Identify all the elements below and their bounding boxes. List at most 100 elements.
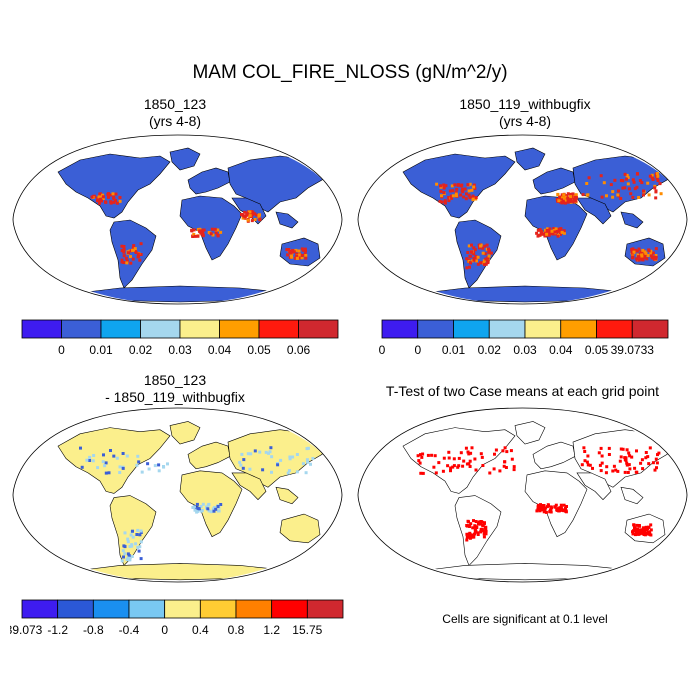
grid-cell bbox=[96, 199, 99, 203]
land-se-asia bbox=[275, 211, 299, 229]
grid-cell bbox=[653, 186, 657, 190]
grid-cell bbox=[421, 452, 425, 456]
grid-cell bbox=[564, 509, 568, 513]
grid-cell bbox=[655, 177, 659, 180]
grid-cell bbox=[566, 199, 570, 203]
grid-cell bbox=[166, 462, 169, 466]
grid-cell bbox=[442, 191, 446, 195]
grid-cell bbox=[444, 184, 448, 188]
grid-cell bbox=[646, 254, 650, 257]
grid-cell bbox=[216, 233, 220, 237]
grid-cell bbox=[474, 196, 478, 200]
grid-cell bbox=[240, 213, 243, 216]
grid-cell bbox=[553, 505, 557, 509]
grid-cell bbox=[295, 470, 299, 474]
grid-cell bbox=[134, 542, 138, 546]
grid-cell bbox=[655, 461, 659, 465]
grid-cell bbox=[649, 254, 653, 258]
grid-cells bbox=[90, 192, 308, 265]
grid-cell bbox=[557, 229, 561, 233]
grid-cell bbox=[287, 248, 291, 251]
grid-cell bbox=[488, 471, 492, 475]
grid-cell bbox=[103, 464, 107, 468]
grid-cell bbox=[305, 458, 309, 462]
grid-cell bbox=[642, 528, 646, 532]
grid-cell bbox=[124, 256, 128, 260]
colorbar-3-label: 0.8 bbox=[228, 623, 245, 637]
grid-cell bbox=[199, 509, 203, 513]
grid-cell bbox=[417, 459, 421, 463]
grid-cell bbox=[476, 262, 480, 266]
grid-cell bbox=[581, 193, 585, 197]
grid-cells bbox=[435, 172, 663, 270]
grid-cell bbox=[127, 556, 131, 560]
grid-cell bbox=[207, 231, 211, 234]
grid-cell bbox=[539, 230, 543, 234]
grid-cell bbox=[136, 252, 140, 256]
grid-cell bbox=[100, 199, 103, 203]
grid-cell bbox=[512, 465, 516, 469]
grid-cell bbox=[459, 451, 463, 455]
grid-cell bbox=[416, 454, 420, 458]
grid-cell bbox=[253, 212, 257, 216]
grid-cell bbox=[599, 174, 603, 178]
grid-cell bbox=[447, 450, 451, 454]
colorbar-1-box bbox=[258, 319, 299, 339]
grid-cell bbox=[544, 510, 548, 514]
grid-cell bbox=[468, 182, 472, 186]
grid-cell bbox=[309, 462, 312, 466]
grid-cell bbox=[438, 199, 442, 203]
grid-cell bbox=[128, 558, 132, 562]
grid-cell bbox=[591, 466, 594, 470]
grid-cell bbox=[136, 528, 140, 532]
grid-cell bbox=[543, 228, 547, 232]
grid-cell bbox=[441, 469, 445, 473]
grid-cell bbox=[238, 460, 242, 464]
grid-cell bbox=[129, 255, 132, 259]
grid-cell bbox=[471, 526, 475, 530]
colorbar-2-box bbox=[417, 319, 454, 339]
grid-cell bbox=[648, 446, 652, 450]
grid-cell bbox=[199, 231, 203, 235]
grid-cell bbox=[446, 464, 450, 468]
grid-cell bbox=[627, 187, 631, 191]
grid-cell bbox=[637, 258, 641, 262]
grid-cell bbox=[642, 253, 646, 257]
grid-cell bbox=[132, 244, 136, 248]
grid-cell bbox=[209, 232, 213, 236]
grid-cell bbox=[114, 192, 118, 196]
grid-cell bbox=[549, 505, 553, 509]
grid-cell bbox=[474, 254, 478, 258]
colorbar-3-box bbox=[199, 599, 237, 619]
grid-cell bbox=[479, 261, 482, 265]
grid-cell bbox=[107, 195, 110, 199]
grid-cell bbox=[554, 227, 558, 231]
grid-cell bbox=[479, 452, 483, 456]
grid-cell bbox=[219, 503, 223, 506]
grid-cell bbox=[133, 247, 137, 251]
grid-cell bbox=[216, 228, 220, 232]
grid-cell bbox=[439, 189, 443, 193]
grid-cell bbox=[462, 459, 466, 463]
map-panel-ttest bbox=[357, 407, 688, 583]
grid-cell bbox=[88, 459, 92, 462]
map-panel-1850-123 bbox=[12, 134, 343, 305]
grid-cell bbox=[643, 250, 647, 254]
grid-cell bbox=[616, 469, 620, 473]
colorbar-2-label: 0.01 bbox=[442, 343, 466, 357]
grid-cell bbox=[562, 231, 566, 235]
grid-cell bbox=[641, 248, 645, 252]
colorbar-3-box bbox=[21, 599, 59, 619]
grid-cell bbox=[487, 249, 491, 253]
grid-cell bbox=[153, 464, 157, 468]
grid-cell bbox=[634, 527, 638, 531]
grid-cell bbox=[505, 450, 509, 454]
grid-cell bbox=[449, 466, 453, 470]
grid-cell bbox=[79, 446, 82, 450]
grid-cell bbox=[561, 199, 565, 203]
grid-cell bbox=[624, 459, 628, 462]
grid-cell bbox=[191, 234, 195, 238]
grid-cell bbox=[627, 451, 631, 455]
grid-cell bbox=[587, 176, 591, 180]
grid-cell bbox=[472, 535, 476, 539]
